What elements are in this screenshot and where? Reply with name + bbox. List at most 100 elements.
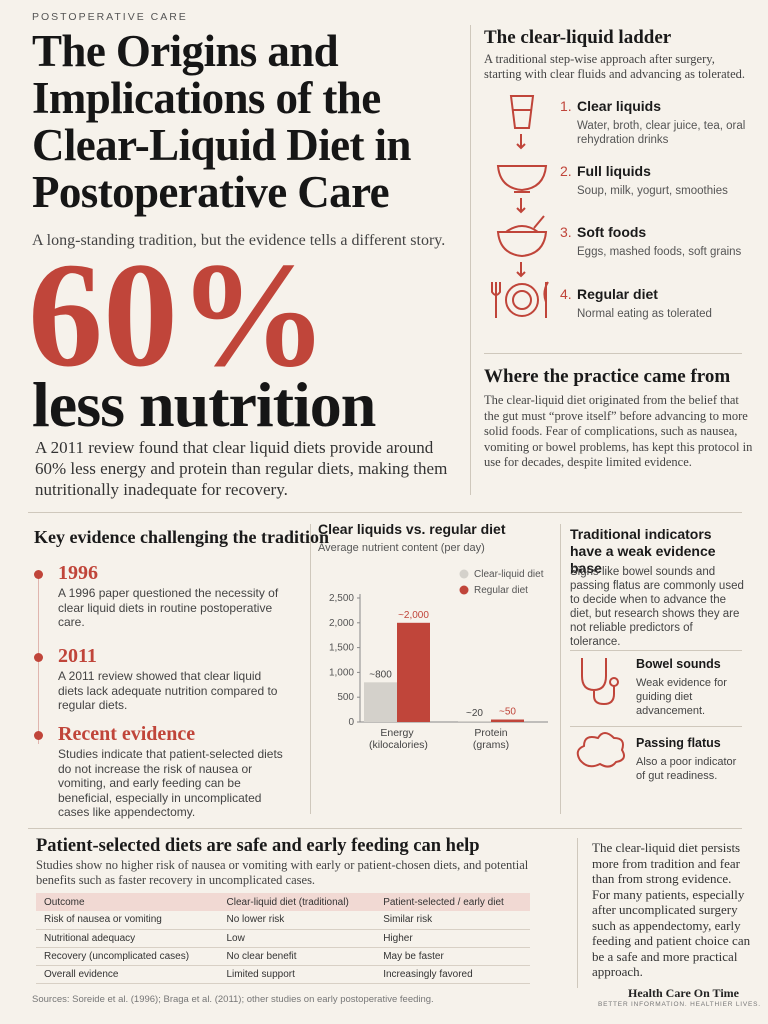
conclusion: The clear-liquid diet persists more from… [592, 840, 751, 979]
evidence-year: 1996 [58, 562, 98, 584]
plate-icon [505, 283, 539, 317]
step-detail: Eggs, mashed foods, soft grains [577, 246, 742, 258]
divider [570, 650, 742, 651]
table-cell: Similar risk [375, 911, 530, 930]
step-detail: Normal eating as tolerated [577, 308, 712, 320]
chart-title: Clear liquids vs. regular diet [318, 521, 506, 537]
arrow [516, 134, 526, 150]
ladder-icons [491, 95, 549, 318]
sources: Sources: Soreide et al. (1996); Braga et… [32, 994, 434, 1005]
table-cell: Higher [375, 929, 530, 948]
table-cell: Overall evidence [36, 965, 219, 984]
stethoscope-icon [609, 677, 619, 687]
porridge-icon [496, 215, 548, 258]
divider [570, 726, 742, 727]
hero-stat: 60% [28, 232, 328, 398]
safety-text: Studies show no higher risk of nausea or… [36, 858, 529, 887]
table-cell: No clear benefit [218, 947, 376, 966]
table-row: Risk of nausea or vomiting No lower risk S… [36, 911, 530, 930]
chart-subtitle: Average nutrient content (per day) [318, 542, 485, 554]
evidence-year: Recent evidence [58, 723, 196, 745]
cutlery-icon [491, 281, 549, 318]
hero-label: less nutrition [32, 369, 376, 440]
step-label: Clear liquids [577, 98, 662, 114]
x-tick-label: Energy (kilocalories) [369, 727, 428, 751]
table-header-cell: Outcome [36, 893, 219, 911]
section-title: Where the practice came from [484, 366, 731, 387]
hero-text: A 2011 review found that clear liquid di… [35, 438, 448, 499]
indicator-text: Weak evidence for guiding diet advanceme… [636, 677, 727, 717]
evidence-text: Studies indicate that patient-selected d… [58, 747, 283, 819]
value-label: ~800 [369, 669, 392, 680]
divider [470, 25, 471, 495]
value-label: ~2,000 [398, 610, 429, 621]
title: The Origins and Implications of the Clea… [32, 26, 411, 217]
step-number: 2. [560, 163, 572, 179]
table-row: Recovery (uncomplicated cases) No clear b… [36, 947, 530, 966]
bar [491, 719, 524, 722]
table-row: Nutritional adequacy Low Higher [36, 929, 530, 948]
table-cell: May be faster [375, 947, 530, 966]
cloud-icon [576, 732, 625, 768]
table-cell: Recovery (uncomplicated cases) [36, 947, 219, 966]
step-label: Soft foods [577, 224, 647, 240]
section-title: The clear-liquid ladder [484, 27, 672, 48]
x-tick-label: Protein (grams) [472, 727, 510, 751]
indicator-icons [576, 658, 625, 768]
value-label: ~20 [466, 708, 483, 719]
stethoscope-icon [581, 658, 615, 706]
divider [484, 353, 742, 354]
table-header-cell: Clear-liquid diet (traditional) [218, 893, 376, 911]
ladder-description: A traditional step-wise approach after s… [484, 52, 746, 81]
kicker: POSTOPERATIVE CARE [32, 11, 188, 23]
divider [560, 524, 561, 814]
timeline-dot [34, 731, 43, 740]
y-tick-label: 1,000 [329, 667, 354, 678]
plate-icon [512, 290, 532, 310]
arrow [516, 262, 526, 278]
y-tick-label: 500 [337, 692, 354, 703]
y-tick-label: 2,500 [329, 593, 354, 604]
table-header-row: Outcome Clear-liquid diet (traditional) Pa… [36, 893, 530, 911]
table-row: Overall evidence Limited support Increasin… [36, 965, 530, 984]
legend-swatch [459, 569, 469, 579]
indicators-text: Signs like bowel sounds and passing flat… [570, 566, 744, 648]
table-cell: Increasingly favored [375, 965, 530, 984]
table-cell: Risk of nausea or vomiting [36, 911, 219, 930]
y-tick-label: 0 [348, 717, 354, 728]
section-title: Traditional indicators have a weak evide… [570, 526, 716, 576]
divider [28, 512, 742, 513]
table-cell: No lower risk [218, 911, 376, 930]
chart: Clear liquids vs. regular diet Average nu… [318, 521, 548, 728]
table-cell: Limited support [218, 965, 376, 984]
divider [577, 838, 578, 988]
outcome-table: Outcome Clear-liquid diet (traditional) Pa… [36, 893, 530, 984]
bar [397, 622, 430, 722]
evidence-text: A 2011 review showed that clear liquid d… [58, 669, 278, 712]
table-cell: Nutritional adequacy [36, 929, 219, 948]
step-number: 3. [560, 224, 572, 240]
brand-name: Health Care On Time [628, 986, 739, 1000]
indicator-label: Bowel sounds [636, 657, 721, 671]
step-number: 4. [560, 286, 572, 302]
legend-swatch [459, 585, 469, 595]
evidence-text: A 1996 paper questioned the necessity of… [58, 586, 279, 629]
step-number: 1. [560, 98, 572, 114]
value-label: ~50 [499, 707, 516, 718]
section-title: Patient-selected diets are safe and earl… [36, 836, 480, 856]
y-tick-label: 1,500 [329, 643, 354, 654]
divider [28, 828, 742, 829]
origins-text: The clear-liquid diet originated from th… [484, 393, 753, 469]
bowl-icon [496, 165, 548, 193]
timeline-dot [34, 570, 43, 579]
indicator-text: Also a poor indicator of gut readiness. [636, 756, 737, 782]
step-label: Full liquids [577, 163, 651, 179]
arrow [516, 198, 526, 214]
y-tick-label: 2,000 [329, 618, 354, 629]
step-label: Regular diet [577, 286, 658, 302]
glass-icon [509, 95, 535, 129]
bar [364, 682, 397, 722]
step-detail: Water, broth, clear juice, tea, oral reh… [577, 120, 746, 146]
table-header-cell: Patient-selected / early diet [375, 893, 530, 911]
